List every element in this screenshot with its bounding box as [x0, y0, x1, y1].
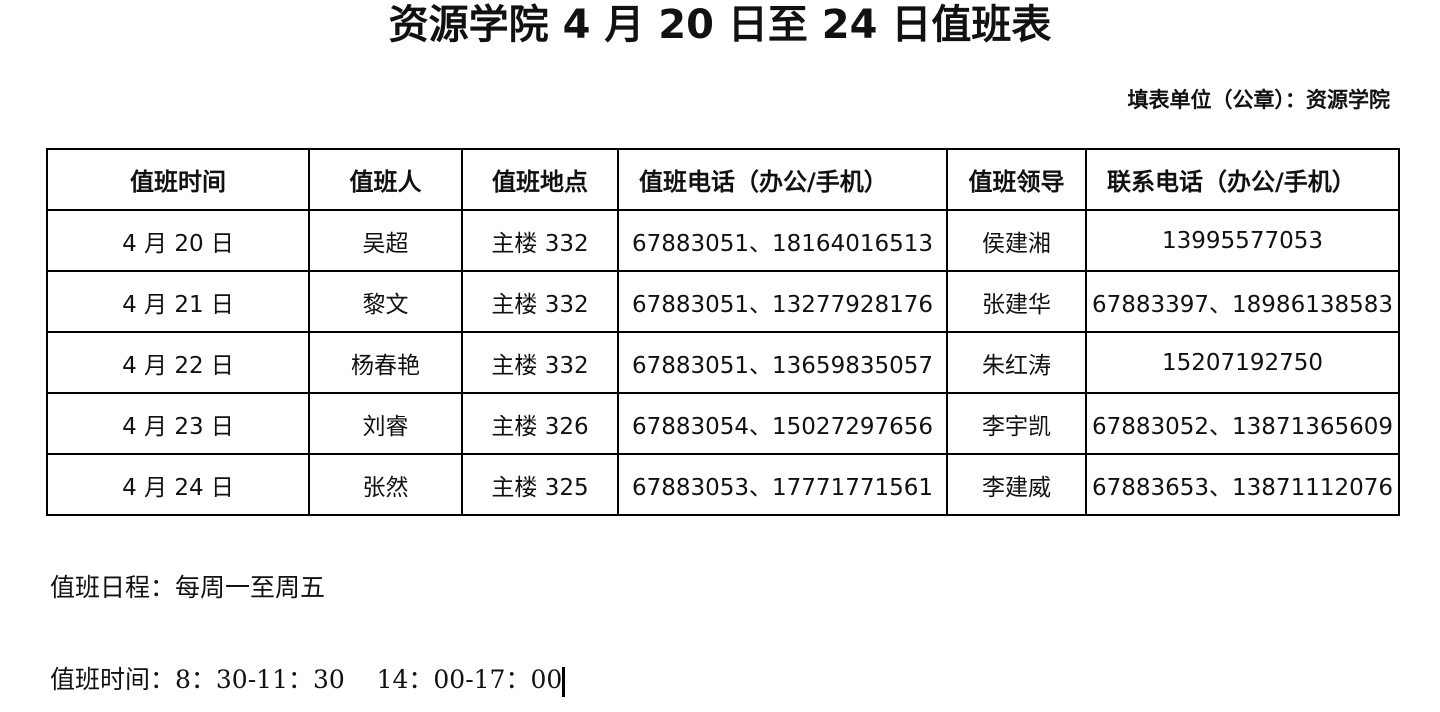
table-row: 4 月 21 日黎文 主楼 332 67883051、13277928176 张建华 6…: [46, 270, 1400, 333]
table-cell: 13995577053: [1085, 209, 1400, 272]
text-cursor: [562, 666, 566, 697]
table-cell: 4 月 23 日: [46, 392, 310, 455]
schedule-note: 值班日程：每周一至周五: [50, 573, 326, 602]
duty-table: 值班时间 值班人 值班地点 值班电话（办公/手机） 值班领导 联系电话（办公/手机） 4 …: [46, 148, 1400, 516]
table-cell: 朱红涛: [946, 331, 1087, 394]
table-cell: 李建威: [946, 453, 1087, 516]
table-cell: 吴超: [308, 209, 463, 272]
table-cell: 主楼 326: [461, 392, 619, 455]
table-cell: 67883051、13659835057: [617, 331, 948, 394]
table-row: 4 月 24 日张然 主楼 325 67883053、17771771561 李建威 6…: [46, 453, 1400, 516]
table-cell: 67883052、13871365609: [1085, 392, 1400, 455]
table-cell: 杨春艳: [308, 331, 463, 394]
filling-unit: 填表单位（公章）：资源学院: [1127, 88, 1391, 112]
hours-text: 值班时间：8：30-11：30 14：00-17：00: [50, 665, 563, 694]
table-cell: 67883397、18986138583: [1085, 270, 1400, 333]
column-header: 联系电话（办公/手机）: [1085, 148, 1400, 211]
hours-note[interactable]: 值班时间：8：30-11：30 14：00-17：00: [50, 664, 566, 697]
table-row: 4 月 22 日杨春艳 主楼 332 67883051、13659835057 朱红涛…: [46, 331, 1400, 394]
table-cell: 15207192750: [1085, 331, 1400, 394]
table-cell: 黎文: [308, 270, 463, 333]
table-cell: 刘睿: [308, 392, 463, 455]
table-row: 4 月 20 日吴超 主楼 332 67883051、18164016513 侯建湘 1…: [46, 209, 1400, 272]
table-cell: 67883054、15027297656: [617, 392, 948, 455]
table-row: 4 月 23 日刘睿 主楼 326 67883054、15027297656 李宇凯 6…: [46, 392, 1400, 455]
table-cell: 67883653、13871112076: [1085, 453, 1400, 516]
table-cell: 侯建湘: [946, 209, 1087, 272]
table-cell: 主楼 332: [461, 209, 619, 272]
table-cell: 主楼 332: [461, 270, 619, 333]
table-cell: 张然: [308, 453, 463, 516]
table-cell: 67883051、18164016513: [617, 209, 948, 272]
page-title: 资源学院 4 月 20 日至 24 日值班表: [388, 2, 1052, 48]
column-header: 值班时间: [46, 148, 310, 211]
table-cell: 4 月 24 日: [46, 453, 310, 516]
table-cell: 主楼 325: [461, 453, 619, 516]
column-header: 值班人: [308, 148, 463, 211]
table-cell: 67883051、13277928176: [617, 270, 948, 333]
table-cell: 4 月 20 日: [46, 209, 310, 272]
column-header: 值班领导: [946, 148, 1087, 211]
table-cell: 张建华: [946, 270, 1087, 333]
table-cell: 4 月 21 日: [46, 270, 310, 333]
table-cell: 67883053、17771771561: [617, 453, 948, 516]
table-cell: 李宇凯: [946, 392, 1087, 455]
column-header: 值班电话（办公/手机）: [617, 148, 948, 211]
table-cell: 主楼 332: [461, 331, 619, 394]
column-header: 值班地点: [461, 148, 619, 211]
table-header-row: 值班时间 值班人 值班地点 值班电话（办公/手机） 值班领导 联系电话（办公/手机）: [46, 148, 1400, 211]
table-cell: 4 月 22 日: [46, 331, 310, 394]
